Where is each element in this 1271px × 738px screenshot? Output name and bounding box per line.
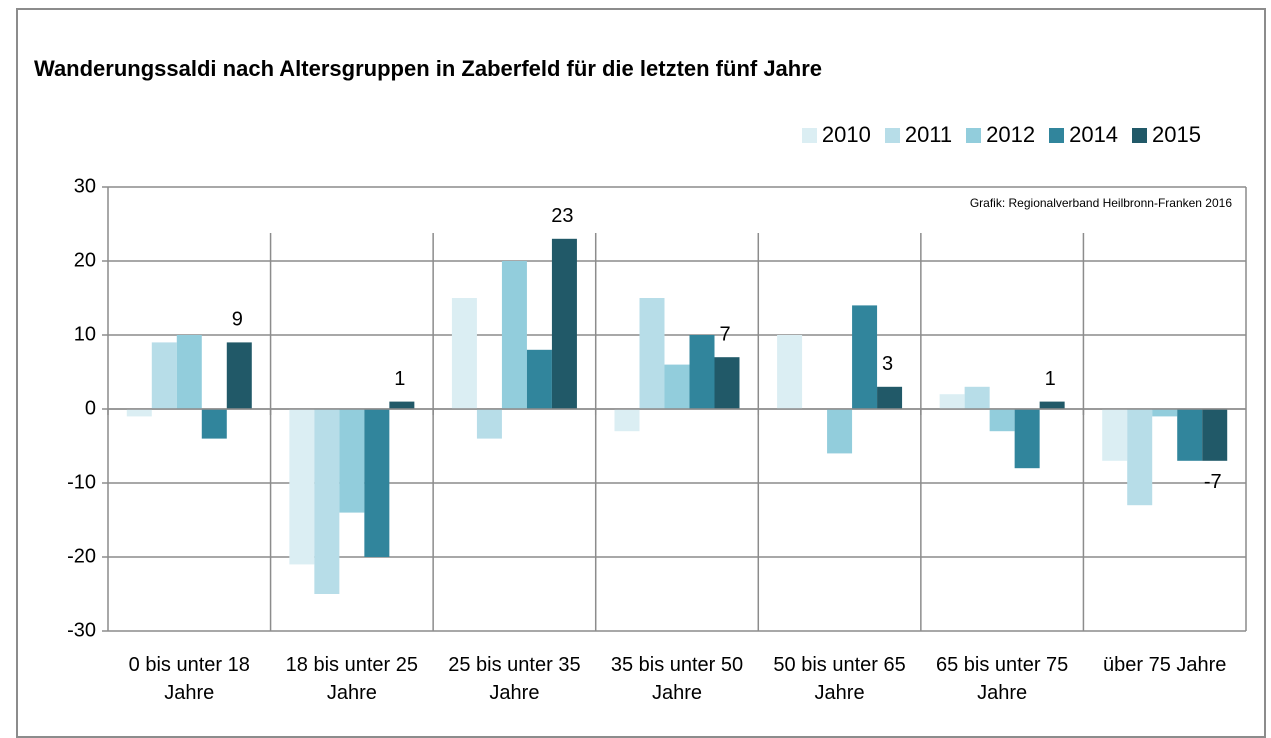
bar xyxy=(852,305,878,409)
data-label: 23 xyxy=(551,205,573,227)
y-tick-label: -20 xyxy=(67,545,96,567)
bar xyxy=(551,238,577,409)
bar xyxy=(501,261,527,409)
bar xyxy=(939,394,965,409)
bar xyxy=(1202,409,1228,461)
legend-label: 2012 xyxy=(986,122,1036,147)
data-label: 7 xyxy=(719,323,730,345)
bar xyxy=(1102,409,1128,461)
y-tick-label: 0 xyxy=(85,397,96,419)
x-tick-label: 25 bis unter 35 Jahre xyxy=(448,654,581,704)
legend: 2010 2011 2012 2014 2015 xyxy=(801,122,1201,148)
legend-label: 2010 xyxy=(821,122,871,147)
bar xyxy=(1039,401,1065,409)
bar xyxy=(226,342,252,409)
data-label: 3 xyxy=(882,353,893,375)
bar xyxy=(827,409,853,454)
bar xyxy=(664,364,690,409)
legend-label: 2011 xyxy=(904,122,953,147)
bar xyxy=(714,357,740,409)
data-label: -7 xyxy=(1204,471,1222,493)
x-tick-label: 35 bis unter 50 Jahre xyxy=(610,654,744,704)
bar xyxy=(364,409,390,557)
x-tick-label: über 75 Jahre xyxy=(1102,654,1227,676)
legend-item: 2010 xyxy=(801,122,871,148)
data-label: 1 xyxy=(394,368,405,390)
legend-swatch xyxy=(1049,127,1065,143)
legend-swatch xyxy=(1132,127,1148,143)
chart-title: Wanderungssaldi nach Altersgruppen in Za… xyxy=(34,56,823,81)
bar xyxy=(1127,409,1153,506)
y-tick-label: -10 xyxy=(67,471,96,493)
legend-item: 2011 xyxy=(884,122,953,148)
bar xyxy=(1014,409,1040,469)
legend-item: 2015 xyxy=(1132,122,1201,148)
data-label: 1 xyxy=(1045,368,1056,390)
bar xyxy=(476,409,502,439)
legend-item: 2014 xyxy=(1049,122,1118,148)
source: Grafik: Regionalverband Heilbronn-Franke… xyxy=(970,196,1232,210)
bar xyxy=(989,409,1015,432)
data-label: 9 xyxy=(232,309,243,331)
bar xyxy=(689,335,715,409)
bar xyxy=(201,409,227,439)
bar xyxy=(777,335,803,409)
bar xyxy=(1177,409,1203,461)
bar xyxy=(614,409,640,432)
bar xyxy=(176,335,202,409)
bar xyxy=(289,409,315,565)
legend-label: 2014 xyxy=(1069,122,1119,147)
bar xyxy=(126,409,152,417)
y-tick-label: -30 xyxy=(67,619,96,641)
x-tick-label: 0 bis unter 18 Jahre xyxy=(128,654,250,704)
bar xyxy=(964,386,990,409)
x-tick-label: 50 bis unter 65 Jahre xyxy=(773,654,906,704)
legend-swatch xyxy=(801,127,817,143)
bar xyxy=(877,386,903,409)
legend-swatch xyxy=(966,127,982,143)
bar xyxy=(389,401,415,409)
x-tick-label: 18 bis unter 25 Jahre xyxy=(285,654,418,704)
bar xyxy=(314,409,340,594)
legend-item: 2012 xyxy=(966,122,1035,148)
bar xyxy=(526,349,552,409)
bar xyxy=(639,298,665,409)
legend-swatch xyxy=(884,127,900,143)
y-tick-label: 10 xyxy=(74,323,96,345)
bar xyxy=(451,298,477,409)
bar xyxy=(151,342,177,409)
y-tick-label: 20 xyxy=(74,249,96,271)
x-tick-label: 65 bis unter 75 Jahre xyxy=(935,654,1069,704)
y-tick-label: 30 xyxy=(74,175,96,197)
bar xyxy=(339,409,365,513)
bar xyxy=(1152,409,1178,417)
legend-label: 2015 xyxy=(1152,122,1201,147)
